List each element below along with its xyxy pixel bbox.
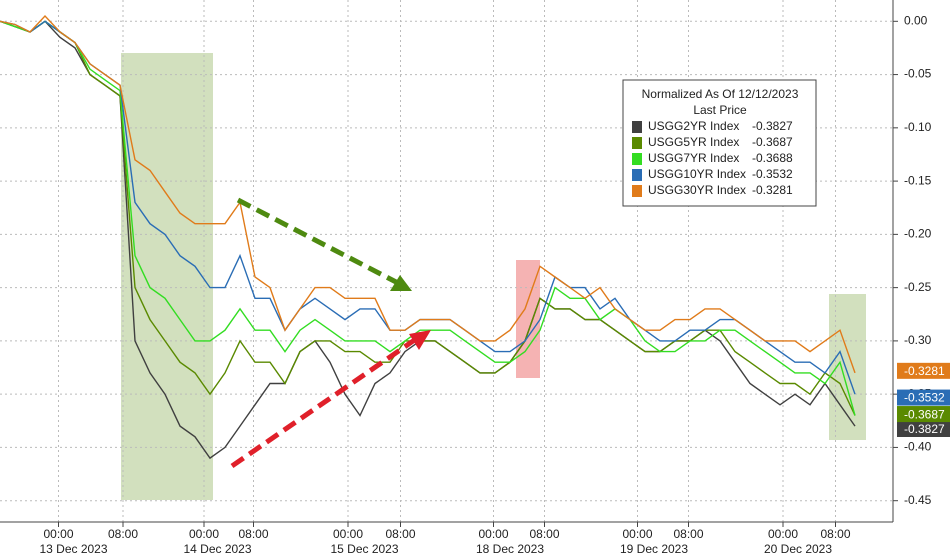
legend-name: USGG5YR Index [648, 135, 739, 149]
legend-last: -0.3532 [752, 167, 793, 181]
legend-last: -0.3687 [752, 135, 793, 149]
y-tick-label: -0.25 [904, 280, 932, 294]
x-tick-label: 00:00 [43, 527, 73, 541]
legend-swatch [632, 121, 642, 133]
date-label: 14 Dec 2023 [183, 542, 251, 556]
legend-swatch [632, 169, 642, 181]
date-label: 20 Dec 2023 [764, 542, 832, 556]
date-label: 15 Dec 2023 [330, 542, 398, 556]
legend-swatch [632, 185, 642, 197]
legend: Normalized As Of 12/12/2023 Last Price U… [622, 79, 817, 207]
last-value-label: -0.3827 [904, 422, 945, 436]
legend-box [622, 79, 817, 207]
legend-title: Normalized As Of 12/12/2023 [642, 87, 799, 101]
y-tick-label: -0.05 [904, 67, 932, 81]
series-line [0, 14, 856, 374]
arrows [230, 197, 431, 469]
legend-last: -0.3827 [752, 119, 793, 133]
x-tick-label: 08:00 [108, 527, 138, 541]
y-tick-label: -0.40 [904, 440, 932, 454]
y-tick-label: -0.45 [904, 493, 932, 507]
x-tick-label: 00:00 [768, 527, 798, 541]
last-value-label: -0.3281 [904, 364, 945, 378]
date-label: 13 Dec 2023 [39, 542, 107, 556]
date-label: 18 Dec 2023 [476, 542, 544, 556]
legend-last: -0.3281 [752, 183, 793, 197]
arrow-head [409, 330, 431, 350]
x-tick-label: 08:00 [385, 527, 415, 541]
last-value-label: -0.3687 [904, 407, 945, 421]
lines [0, 14, 856, 460]
x-tick-label: 00:00 [622, 527, 652, 541]
x-tick-label: 08:00 [238, 527, 268, 541]
legend-last: -0.3688 [752, 151, 793, 165]
grid: 0.00-0.05-0.10-0.15-0.20-0.25-0.30-0.35-… [0, 0, 932, 556]
legend-name: USGG7YR Index [648, 151, 739, 165]
date-label: 19 Dec 2023 [620, 542, 688, 556]
last-value-tags: -0.3688-0.3827-0.3687-0.3532-0.3281 [897, 362, 950, 437]
legend-name: USGG10YR Index [648, 167, 746, 181]
y-tick-label: -0.15 [904, 173, 932, 187]
last-value-tag [897, 362, 950, 379]
x-tick-label: 00:00 [478, 527, 508, 541]
y-tick-label: 0.00 [904, 13, 928, 27]
arrow [236, 197, 400, 286]
legend-subtitle: Last Price [693, 103, 747, 117]
x-tick-label: 00:00 [333, 527, 363, 541]
last-value-tag [897, 406, 950, 423]
last-value-tag [897, 389, 950, 406]
x-tick-label: 08:00 [529, 527, 559, 541]
y-tick-label: -0.20 [904, 227, 932, 241]
x-tick-label: 08:00 [673, 527, 703, 541]
arrow-head [390, 275, 412, 291]
y-tick-label: -0.30 [904, 333, 932, 347]
last-value-tag [897, 420, 950, 437]
legend-name: USGG2YR Index [648, 119, 739, 133]
series-line [0, 20, 856, 416]
legend-swatch [632, 137, 642, 149]
x-tick-label: 00:00 [189, 527, 219, 541]
last-value-label: -0.3532 [904, 391, 945, 405]
series-line [0, 20, 856, 416]
arrow [230, 336, 418, 469]
legend-swatch [632, 153, 642, 165]
highlight-box [829, 294, 866, 440]
legend-name: USGG30YR Index [648, 183, 746, 197]
x-tick-label: 08:00 [820, 527, 850, 541]
y-tick-label: -0.10 [904, 120, 932, 134]
